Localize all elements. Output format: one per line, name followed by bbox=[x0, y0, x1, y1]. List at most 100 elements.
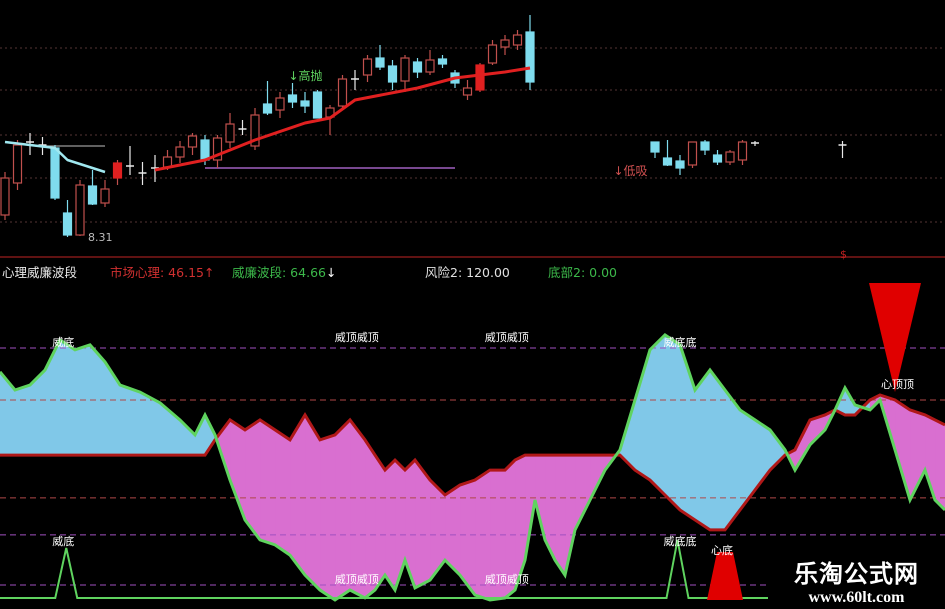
candle-body bbox=[487, 44, 498, 64]
candle-body bbox=[375, 57, 385, 68]
area-segment bbox=[664, 334, 681, 511]
watermark-title: 乐淘公式网 bbox=[794, 559, 919, 588]
risk-readout: 风险2: 120.00 bbox=[425, 265, 510, 280]
candle-body bbox=[412, 61, 423, 73]
low-price-label: 8.31 bbox=[88, 231, 113, 244]
area-segment bbox=[894, 399, 911, 501]
candle-body bbox=[0, 177, 10, 216]
candle-body bbox=[187, 135, 198, 148]
signal-label: 威底底 bbox=[664, 335, 697, 349]
candle-body bbox=[212, 137, 223, 161]
area-segment bbox=[139, 391, 161, 456]
signal-label: 心底 bbox=[711, 543, 733, 557]
signal-label: 威底 bbox=[52, 534, 74, 548]
area-segment bbox=[404, 459, 416, 589]
area-segment bbox=[634, 349, 651, 481]
area-segment bbox=[119, 384, 141, 456]
area-segment bbox=[179, 419, 196, 456]
moving-average-line bbox=[154, 66, 531, 172]
area-segment bbox=[229, 419, 246, 521]
signal-annotation: ↓高抛 bbox=[289, 68, 323, 83]
area-segment bbox=[74, 344, 91, 456]
williams-readout: 威廉波段: 64.66↓ bbox=[232, 262, 336, 281]
candle-body bbox=[200, 139, 210, 161]
area-segment bbox=[694, 369, 711, 531]
area-segment bbox=[214, 419, 231, 481]
area-segment bbox=[474, 469, 491, 601]
area-segment bbox=[414, 459, 431, 589]
bottom-readout: 底部2: 0.00 bbox=[548, 265, 617, 280]
area-segment bbox=[739, 409, 756, 511]
area-segment bbox=[879, 394, 896, 450]
signal-label: 威顶威顶 bbox=[485, 573, 529, 586]
area-segment bbox=[574, 454, 591, 531]
area-segment bbox=[459, 479, 476, 596]
area-segment bbox=[649, 334, 666, 496]
candle-body bbox=[225, 123, 235, 143]
candle-body bbox=[287, 94, 298, 103]
area-segment bbox=[204, 414, 216, 457]
candle-body bbox=[512, 34, 523, 46]
area-segment bbox=[844, 386, 856, 416]
candle-body bbox=[75, 184, 85, 236]
area-segment bbox=[429, 479, 446, 581]
area-segment bbox=[349, 419, 366, 599]
area-segment bbox=[274, 429, 291, 556]
area-segment bbox=[754, 419, 771, 491]
area-segment bbox=[29, 369, 46, 456]
area-segment bbox=[444, 484, 461, 576]
area-segment bbox=[834, 387, 846, 416]
candle-body bbox=[437, 58, 448, 65]
area-segment bbox=[909, 409, 926, 501]
candle-body bbox=[400, 57, 410, 82]
area-segment bbox=[44, 339, 61, 456]
candle-body bbox=[387, 65, 398, 83]
area-segment bbox=[769, 429, 786, 471]
price-candlestick-panel[interactable]: 8.31 ↓高抛 ↓低吸 bbox=[0, 0, 945, 258]
signal-annotation: ↓低吸 bbox=[614, 164, 648, 178]
candle-body bbox=[175, 146, 185, 158]
area-segment bbox=[364, 438, 376, 599]
area-segment bbox=[534, 454, 546, 540]
dollar-marker: $ bbox=[840, 248, 847, 261]
area-segment bbox=[784, 449, 796, 471]
candle-body bbox=[650, 141, 660, 153]
candle-body bbox=[87, 185, 98, 205]
candle-body bbox=[687, 141, 698, 166]
candle-body bbox=[337, 78, 348, 107]
area-segment bbox=[489, 469, 506, 601]
area-segment bbox=[374, 454, 386, 592]
signal-label: 威底 bbox=[52, 335, 74, 349]
signal-label: 威顶威顶 bbox=[335, 573, 379, 586]
signal-label: 威底底 bbox=[664, 534, 697, 548]
area-segment bbox=[384, 459, 396, 592]
area-segment bbox=[59, 339, 76, 456]
candle-body bbox=[525, 31, 535, 83]
candle-body bbox=[362, 58, 373, 76]
area-segment bbox=[89, 344, 106, 456]
area-segment bbox=[589, 454, 606, 501]
candle-body bbox=[62, 212, 73, 236]
candle-body bbox=[275, 97, 285, 111]
candle-body bbox=[737, 141, 748, 161]
area-segment bbox=[244, 419, 261, 541]
area-segment bbox=[194, 414, 206, 456]
candle-body bbox=[50, 147, 60, 199]
arrow-up-icon: ↑ bbox=[203, 265, 215, 280]
area-segment bbox=[824, 409, 836, 431]
williams-value: 威廉波段: 64.66 bbox=[232, 265, 326, 280]
area-segment bbox=[934, 419, 945, 511]
signal-label: 威顶威顶 bbox=[335, 331, 379, 344]
psych-bottom-marker bbox=[707, 552, 743, 600]
watermark-url: www.60lt.com bbox=[808, 589, 905, 606]
area-segment bbox=[159, 402, 181, 456]
candle-body bbox=[712, 154, 723, 163]
area-segment bbox=[394, 459, 406, 591]
candle-body bbox=[250, 114, 260, 147]
candle-body bbox=[262, 103, 273, 114]
area-segment bbox=[604, 448, 621, 471]
area-segment bbox=[514, 454, 526, 591]
candle-body bbox=[100, 188, 110, 204]
watermark: 乐淘公式网 www.60lt.com bbox=[768, 550, 945, 609]
psych-top-marker bbox=[869, 283, 921, 392]
